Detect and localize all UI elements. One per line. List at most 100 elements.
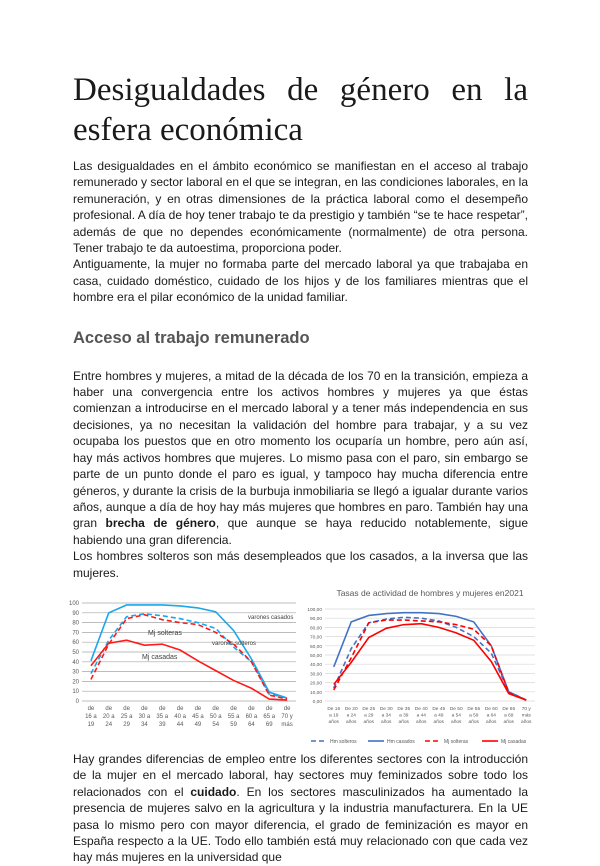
series-line-varones-casados [90, 604, 288, 699]
x-tick-label: De 35 [397, 706, 410, 712]
y-tick-label: 50,00 [310, 653, 322, 659]
x-tick-label: 39 [159, 722, 166, 728]
x-tick-label: años [381, 719, 392, 725]
series-label: varones solteros [212, 641, 256, 647]
x-tick-label: 20 a [103, 714, 115, 720]
x-tick-label: a 49 [434, 712, 444, 718]
y-tick-label: 40,00 [310, 662, 322, 668]
x-tick-label: a 29 [364, 712, 374, 718]
section-paragraph-3: Hay grandes diferencias de empleo entre … [73, 751, 528, 866]
y-tick-label: 10,00 [310, 690, 322, 696]
x-tick-label: años [399, 719, 410, 725]
series-line-hm-casados [333, 611, 527, 701]
x-tick-label: de [284, 706, 291, 712]
x-tick-label: 55 a [228, 714, 240, 720]
x-tick-label: a 69 [504, 712, 514, 718]
x-tick-label: de [195, 706, 202, 712]
y-tick-label: 30 [72, 670, 79, 676]
series-label: Mj solteras [148, 630, 182, 637]
x-tick-label: años [434, 719, 445, 725]
legend-label: Mj solteras [444, 739, 469, 745]
x-tick-label: de [248, 706, 255, 712]
chart-title: Tasas de actividad de hombres y mujeres … [336, 588, 523, 598]
x-tick-label: 19 [88, 722, 95, 728]
y-tick-label: 80 [72, 621, 79, 627]
x-tick-label: años [346, 719, 357, 725]
section-paragraph-2: Los hombres solteros son más desempleado… [73, 549, 528, 580]
y-tick-label: 50 [72, 650, 79, 656]
series-line-mj-casadas [90, 639, 288, 701]
text: Hay grandes diferencias de empleo entre … [73, 751, 528, 799]
legend-label: Hm solteros [330, 739, 357, 745]
y-tick-label: 10 [72, 689, 79, 695]
x-tick-label: 60 a [246, 714, 258, 720]
series-line-hm-solteros [333, 616, 527, 701]
intro-paragraph-1: Las desigualdades en el ámbito económico… [73, 159, 528, 256]
x-tick-label: a 64 [487, 712, 497, 718]
x-tick-label: 59 [230, 722, 237, 728]
x-tick-label: 35 a [156, 714, 168, 720]
x-tick-label: a 39 [399, 712, 409, 718]
y-tick-label: 100 [69, 601, 80, 607]
x-tick-label: de [105, 706, 112, 712]
series-line-mj-solteras [333, 619, 527, 701]
x-tick-label: años [469, 719, 480, 725]
y-tick-label: 0 [76, 699, 80, 705]
x-tick-label: De 60 [485, 706, 498, 712]
intro-paragraph-2: Antiguamente, la mujer no formaba parte … [73, 257, 528, 305]
x-tick-label: años [416, 719, 427, 725]
section-heading: Acceso al trabajo remunerado [73, 328, 310, 347]
x-tick-label: 64 [248, 722, 255, 728]
series-label: varones casados [248, 615, 293, 621]
x-tick-label: años [329, 719, 340, 725]
series-line-mj-solteras [90, 613, 288, 700]
x-tick-label: De 50 [450, 706, 463, 712]
chart-activity-rates-2021: Tasas de actividad de hombres y mujeres … [307, 588, 535, 745]
x-tick-label: De 25 [362, 706, 375, 712]
x-tick-label: de [266, 706, 273, 712]
x-tick-label: 54 [212, 722, 219, 728]
x-tick-label: De 16 [327, 706, 340, 712]
y-tick-label: 70 [72, 630, 79, 636]
section-paragraph-1: Entre hombres y mujeres, a mitad de la d… [73, 368, 528, 548]
x-tick-label: 65 a [263, 714, 275, 720]
x-tick-label: 34 [141, 722, 148, 728]
x-tick-label: De 30 [380, 706, 393, 712]
page-title: Desigualdades de género en la esfera eco… [73, 72, 528, 148]
y-tick-label: 20 [72, 679, 79, 685]
x-tick-label: 50 a [210, 714, 222, 720]
x-tick-label: 69 [266, 722, 273, 728]
series-line-varones-solteros [90, 612, 288, 699]
x-tick-label: a 44 [417, 712, 427, 718]
bold-term: brecha de género [105, 516, 216, 531]
x-tick-label: De 55 [467, 706, 480, 712]
series-line-mj-casadas [333, 622, 527, 701]
x-tick-label: de [212, 706, 219, 712]
x-tick-label: años [451, 719, 462, 725]
x-tick-label: 30 a [139, 714, 151, 720]
x-tick-label: años [504, 719, 515, 725]
x-tick-label: de [177, 706, 184, 712]
x-tick-label: a 34 [382, 712, 392, 718]
x-tick-label: a 59 [469, 712, 479, 718]
legend-label: Hm casados [387, 739, 415, 745]
x-tick-label: 45 a [192, 714, 204, 720]
y-tick-label: 20,00 [310, 681, 322, 687]
x-tick-label: de [123, 706, 130, 712]
x-tick-label: De 20 [345, 706, 358, 712]
x-tick-label: 44 [177, 722, 184, 728]
x-tick-label: de [159, 706, 166, 712]
y-tick-label: 90,00 [310, 616, 322, 622]
y-tick-label: 80,00 [310, 625, 322, 631]
text: Entre hombres y mujeres, a mitad de la d… [73, 368, 528, 531]
y-tick-label: 60 [72, 640, 79, 646]
x-tick-label: De 65 [502, 706, 515, 712]
chart-activity-by-marital-status: 0 10 20 30 40 50 60 70 80 90 100 de 16 a 19 de 20 a 24 de… [69, 601, 296, 728]
x-tick-label: de [141, 706, 148, 712]
text: , que aunque se haya reducido notablemen… [73, 516, 528, 547]
y-tick-label: 90 [72, 611, 79, 617]
x-tick-label: 24 [105, 722, 112, 728]
x-tick-label: a 19 [329, 712, 339, 718]
y-tick-label: 40 [72, 660, 79, 666]
x-tick-label: 49 [195, 722, 202, 728]
